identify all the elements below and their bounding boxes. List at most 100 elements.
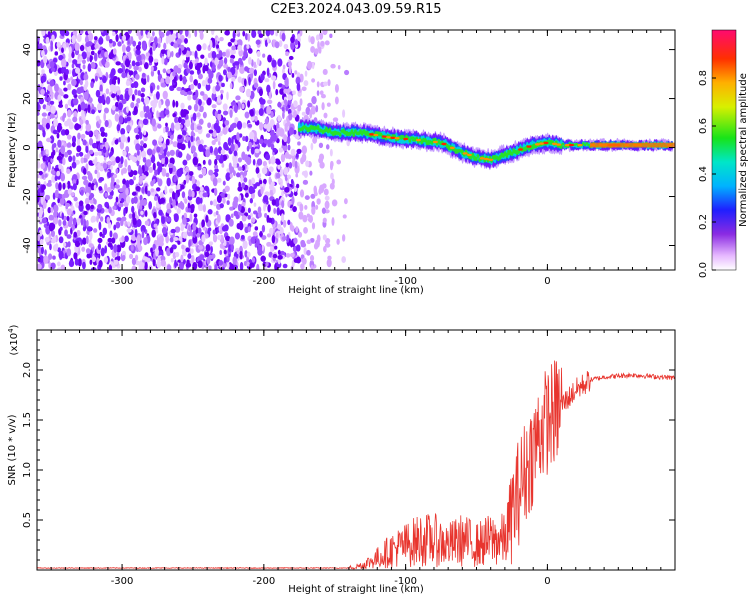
- spectrogram-noise-blob: [150, 247, 153, 253]
- spectrogram-ridge-cell: [430, 140, 434, 145]
- spectrogram-noise-blob: [54, 51, 59, 56]
- spectrogram-noise-blob: [120, 63, 124, 68]
- spectrogram-noise-blob: [111, 31, 116, 37]
- spectrogram-noise-blob: [263, 195, 269, 203]
- spectrogram-noise-blob: [226, 241, 230, 248]
- spectrogram-noise-blob: [182, 75, 187, 85]
- spectrogram-noise-blob: [330, 172, 334, 180]
- spectrogram-noise-blob: [81, 175, 88, 181]
- spectrogram-noise-blob: [97, 243, 102, 251]
- spectrogram-noise-blob: [138, 245, 143, 252]
- spectrogram-noise-blob: [224, 185, 230, 192]
- spectrogram-noise-blob: [191, 175, 196, 185]
- spectrogram-noise-blob: [176, 169, 183, 178]
- spectrogram-noise-blob: [111, 140, 115, 146]
- spectrogram-noise-blob: [113, 244, 118, 253]
- spectrogram-noise-blob: [251, 30, 257, 38]
- spectrogram-noise-blob: [93, 184, 97, 191]
- spectrogram-noise-blob: [131, 257, 137, 266]
- spectrogram-noise-blob: [71, 51, 75, 59]
- spectrogram-noise-blob: [56, 170, 61, 177]
- spectrogram-noise-blob: [342, 214, 347, 219]
- spectrogram-noise-blob: [161, 168, 167, 177]
- spectrogram-noise-blob: [111, 105, 116, 111]
- spectrogram-noise-blob: [96, 102, 103, 111]
- spectrogram-noise-blob: [152, 178, 156, 184]
- spectrogram-noise-blob: [215, 84, 221, 92]
- spectrogram-noise-blob: [281, 32, 286, 42]
- spectrogram-noise-blob: [287, 174, 292, 180]
- spectrogram-noise-blob: [241, 164, 246, 172]
- spectrogram-noise-blob: [198, 143, 204, 153]
- spectrogram-noise-blob: [257, 172, 262, 179]
- spectrogram-noise-blob: [260, 186, 264, 195]
- spectrogram-noise-blob: [120, 134, 126, 143]
- spectrogram-noise-blob: [110, 164, 113, 171]
- spectrogram-noise-blob: [303, 80, 309, 87]
- spectrogram-noise-blob: [293, 237, 298, 245]
- spectrogram-noise-blob: [194, 65, 200, 71]
- spectrogram-noise-blob: [324, 40, 330, 46]
- spectrogram-noise-layer: [37, 30, 351, 270]
- spectrogram-noise-blob: [165, 172, 170, 178]
- spectrogram-noise-blob: [211, 104, 217, 109]
- spectrogram-noise-blob: [114, 139, 119, 145]
- spectrogram-noise-blob: [213, 187, 218, 196]
- spectrogram-noise-blob: [230, 244, 235, 251]
- spectrogram-noise-blob: [140, 87, 146, 93]
- spectrogram-noise-blob: [261, 235, 267, 240]
- spectrogram-noise-blob: [295, 153, 299, 158]
- spectrogram-noise-blob: [334, 96, 339, 105]
- spectrogram-noise-blob: [295, 173, 299, 178]
- spectrogram-ytick-label: -20: [22, 188, 33, 204]
- spectrogram-noise-blob: [303, 226, 308, 234]
- spectrogram-noise-blob: [278, 147, 284, 153]
- spectrogram-noise-blob: [80, 101, 86, 111]
- spectrogram-noise-blob: [158, 136, 164, 142]
- spectrogram-noise-blob: [104, 245, 108, 254]
- spectrogram-noise-blob: [146, 148, 153, 156]
- spectrogram-noise-blob: [269, 227, 274, 235]
- spectrogram-noise-blob: [45, 194, 51, 201]
- spectrogram-noise-blob: [288, 65, 292, 74]
- spectrogram-noise-blob: [140, 93, 145, 98]
- spectrogram-noise-blob: [167, 132, 172, 137]
- spectrogram-noise-blob: [60, 172, 66, 182]
- spectrogram-noise-blob: [97, 162, 101, 170]
- spectrogram-noise-blob: [98, 37, 104, 45]
- spectrogram-noise-blob: [290, 178, 294, 184]
- spectrogram-noise-blob: [244, 250, 248, 258]
- spectrogram-ridge-peak: [373, 133, 379, 137]
- spectrogram-noise-blob: [286, 135, 291, 145]
- spectrogram-noise-blob: [252, 158, 256, 166]
- spectrogram-ridge-peak: [543, 141, 549, 145]
- spectrogram-noise-blob: [199, 186, 204, 192]
- spectrogram-noise-blob: [303, 247, 307, 255]
- spectrogram-noise-blob: [283, 167, 289, 175]
- spectrogram-noise-blob: [97, 237, 103, 244]
- spectrogram-noise-blob: [104, 208, 109, 213]
- spectrogram-noise-blob: [133, 176, 136, 181]
- spectrogram-noise-blob: [255, 39, 261, 45]
- spectrogram-noise-blob: [49, 243, 52, 251]
- spectrogram-noise-blob: [238, 221, 244, 231]
- spectrogram-noise-blob: [40, 258, 43, 263]
- spectrogram-noise-blob: [71, 161, 77, 169]
- spectrogram-noise-blob: [305, 160, 310, 167]
- spectrogram-noise-blob: [66, 208, 72, 216]
- spectrogram-noise-blob: [164, 109, 170, 115]
- spectrogram-noise-blob: [204, 251, 210, 258]
- spectrogram-noise-blob: [310, 105, 316, 115]
- spectrogram-noise-blob: [232, 49, 236, 55]
- spectrogram-noise-blob: [74, 258, 79, 266]
- spectrogram-noise-blob: [78, 200, 84, 207]
- spectrogram-frame: [36, 29, 676, 271]
- spectrogram-noise-blob: [71, 223, 75, 231]
- spectrogram-noise-blob: [272, 253, 278, 259]
- spectrogram-noise-blob: [304, 205, 308, 210]
- spectrogram-noise-blob: [174, 192, 178, 202]
- spectrogram-noise-blob: [165, 35, 169, 45]
- spectrogram-noise-blob: [98, 186, 103, 191]
- spectrogram-noise-blob: [295, 226, 299, 233]
- spectrogram-noise-blob: [256, 50, 261, 58]
